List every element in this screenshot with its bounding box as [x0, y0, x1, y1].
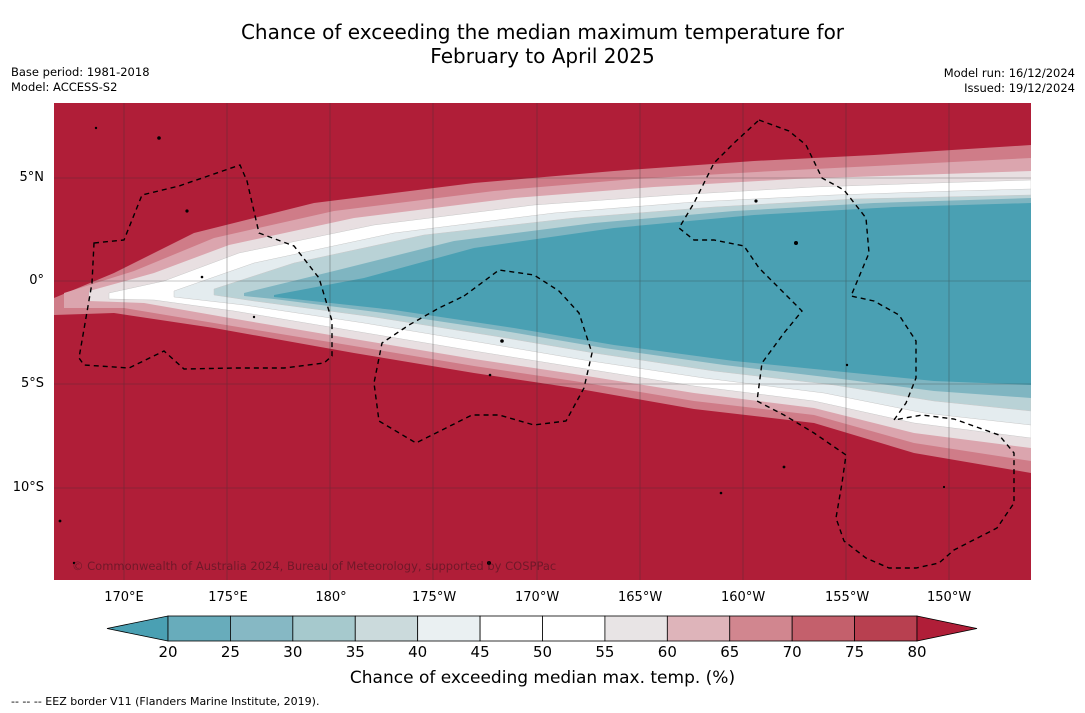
latitude-tick-label: 5°S — [20, 376, 44, 391]
model-run: Model run: 16/12/2024 — [943, 66, 1075, 80]
title-line-2: February to April 2025 — [430, 44, 655, 68]
colorbar-cell — [167, 615, 231, 642]
colorbar-tick-label: 80 — [907, 643, 927, 661]
colorbar-tick-label: 25 — [220, 643, 240, 661]
longitude-tick-label: 150°W — [927, 590, 972, 605]
longitude-tick-label: 170°E — [104, 590, 144, 605]
colorbar-cell — [542, 615, 606, 642]
eez-border-tuvalu — [78, 164, 333, 370]
base-period: Base period: 1981-2018 — [11, 65, 150, 79]
colorbar-tick-label: 75 — [845, 643, 865, 661]
forecast-map — [54, 103, 1031, 580]
eez-border-kiribati-line — [678, 119, 1015, 569]
base-info: Base period: 1981-2018 Model: ACCESS-S2 — [11, 65, 150, 94]
longitude-tick-label: 155°W — [825, 590, 870, 605]
colorbar-cell — [729, 615, 793, 642]
colorbar-cell — [604, 615, 668, 642]
colorbar-tick-label: 55 — [595, 643, 615, 661]
probability-bands — [54, 145, 1031, 473]
latitude-tick-label: 0° — [29, 273, 44, 288]
colorbar-cell — [292, 615, 356, 642]
colorbar-cell — [417, 615, 481, 642]
issued-date: Issued: 19/12/2024 — [964, 80, 1075, 95]
probability-band — [274, 203, 1031, 385]
colorbar-cell — [230, 615, 294, 642]
longitude-tick-label: 175°W — [412, 590, 457, 605]
longitude-tick-label: 175°E — [208, 590, 248, 605]
colorbar-tick-label: 50 — [532, 643, 553, 661]
latitude-tick-label: 10°S — [12, 480, 44, 495]
colorbar-tick-label: 65 — [720, 643, 740, 661]
colorbar-cell — [791, 615, 855, 642]
run-info: Model run: 16/12/2024 Issued: 19/12/2024 — [944, 66, 1075, 95]
islands — [58, 126, 946, 565]
colorbar-cell — [354, 615, 419, 642]
colorbar-extend-low — [106, 615, 169, 642]
colorbar-tick-label: 60 — [657, 643, 677, 661]
colorbar-label: Chance of exceeding median max. temp. (%… — [349, 668, 736, 688]
colorbar-tick-label: 20 — [158, 643, 178, 661]
title-line-1: Chance of exceeding the median maximum t… — [240, 20, 845, 44]
eez-border-tokelau — [373, 269, 593, 444]
colorbar-tick-label: 40 — [408, 643, 428, 661]
eez-legend-note: -- -- -- EEZ border V11 (Flanders Marine… — [11, 695, 320, 708]
latitude-tick-label: 5°N — [19, 170, 45, 185]
longitude-tick-label: 160°W — [721, 590, 766, 605]
graticule — [54, 103, 1031, 580]
colorbar-tick-label: 35 — [345, 643, 365, 661]
longitude-tick-label: 180° — [315, 590, 347, 605]
colorbar-tick-label: 70 — [782, 643, 802, 661]
colorbar-tick-label: 30 — [283, 643, 303, 661]
colorbar-cell — [479, 615, 543, 642]
map-title: Chance of exceeding the median maximum t… — [0, 20, 1085, 68]
colorbar-cell — [666, 615, 731, 642]
longitude-tick-label: 165°W — [618, 590, 663, 605]
colorbar — [106, 615, 978, 642]
eez-borders — [78, 119, 1015, 569]
model-name: Model: ACCESS-S2 — [11, 79, 118, 94]
longitude-tick-label: 170°W — [515, 590, 560, 605]
colorbar-cell — [854, 615, 918, 642]
colorbar-extend-high — [916, 615, 978, 642]
colorbar-tick-label: 45 — [470, 643, 490, 661]
copyright-notice: © Commonwealth of Australia 2024, Bureau… — [72, 559, 557, 573]
